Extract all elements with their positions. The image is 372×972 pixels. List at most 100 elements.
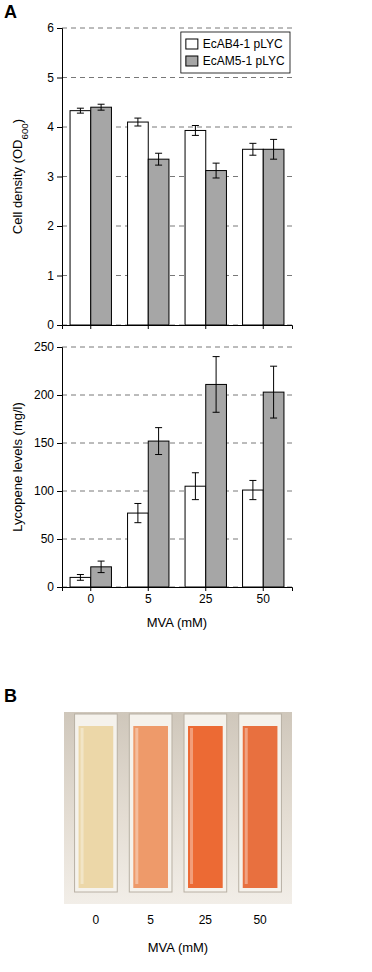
y-axis: 0123456	[47, 21, 62, 332]
axis-line	[63, 588, 293, 592]
error-cap	[213, 356, 220, 357]
tick: 0	[47, 318, 62, 332]
error-cap	[134, 118, 141, 119]
bar	[185, 130, 206, 325]
bar	[206, 384, 227, 587]
error-bar	[155, 153, 162, 165]
error-cap	[77, 113, 84, 114]
tick-mark	[57, 325, 62, 326]
error-cap	[213, 163, 220, 164]
error-cap	[98, 110, 105, 111]
y-axis-title: Lycopene levels (mg/l)	[10, 402, 25, 532]
tick-label: 0	[87, 592, 94, 606]
legend-label: EcAB4-1 pLYC	[203, 37, 283, 51]
tick-mark	[57, 276, 62, 277]
error-cap	[155, 454, 162, 455]
tick-label: 50	[41, 532, 55, 546]
tick-label: 150	[34, 436, 54, 450]
marks	[70, 357, 284, 587]
tick-mark	[57, 177, 62, 178]
cuvette-glass	[129, 714, 172, 892]
figure: 0123456Cell density (OD600)EcAB4-1 pLYCE…	[0, 0, 372, 972]
legend-frame	[181, 32, 290, 73]
legend: EcAB4-1 pLYCEcAM5-1 pLYC	[181, 32, 290, 73]
grid-line	[62, 443, 292, 444]
panel-letter: A	[4, 2, 17, 22]
tick-label: 4	[47, 120, 54, 134]
error-stem	[216, 357, 217, 413]
tick: 100	[34, 484, 62, 498]
tick-mark	[57, 539, 62, 540]
error-stem	[137, 503, 138, 522]
tick-mark	[205, 325, 206, 329]
error-bar	[249, 143, 256, 155]
grid-line	[62, 77, 292, 78]
error-cap	[98, 561, 105, 562]
tick-mark	[263, 325, 264, 329]
error-cap	[192, 125, 199, 126]
tick-mark	[205, 587, 206, 591]
error-bar	[77, 575, 84, 581]
error-cap	[192, 499, 199, 500]
y-axis: 050100150200250	[34, 340, 63, 594]
tick-label: 50	[257, 592, 271, 606]
bar	[128, 513, 149, 587]
error-stem	[80, 108, 81, 113]
photo-label: 50	[253, 913, 267, 927]
bar	[148, 159, 169, 325]
tick-label: 6	[47, 21, 54, 35]
cuvette-glass	[239, 714, 282, 892]
tick: 25	[199, 587, 213, 606]
error-cap	[249, 480, 256, 481]
cuvette-liquid	[188, 726, 223, 888]
tick: 3	[47, 170, 62, 184]
tick-mark	[57, 78, 62, 79]
error-stem	[80, 575, 81, 581]
error-stem	[252, 143, 253, 155]
bar	[185, 486, 206, 587]
tick: 0	[47, 580, 62, 594]
error-cap	[270, 418, 277, 419]
x-axis	[63, 325, 293, 329]
photo	[64, 712, 292, 904]
tick-mark	[57, 395, 62, 396]
tick-mark	[57, 226, 62, 227]
error-bar	[213, 357, 220, 413]
error-cap	[249, 155, 256, 156]
legend-swatch	[186, 39, 198, 49]
tick: 50	[257, 587, 271, 606]
grid	[62, 28, 292, 325]
error-cap	[249, 143, 256, 144]
tick-label: 25	[199, 592, 213, 606]
error-stem	[273, 366, 274, 418]
tick-label: 250	[34, 340, 54, 354]
axis-line	[63, 326, 293, 330]
error-stem	[101, 561, 102, 573]
error-bar	[98, 561, 105, 573]
tick: 5	[47, 71, 62, 85]
legend-swatch	[186, 56, 198, 66]
tick: 4	[47, 120, 62, 134]
grid	[62, 347, 292, 587]
error-stem	[101, 104, 102, 110]
bar	[243, 149, 264, 325]
tick	[205, 325, 206, 329]
bar	[263, 149, 284, 325]
error-cap	[98, 572, 105, 573]
error-bar	[270, 139, 277, 159]
cuvette-glass	[184, 714, 227, 892]
photo-label: 0	[93, 913, 100, 927]
error-stem	[158, 428, 159, 455]
tick: 0	[87, 587, 94, 606]
bar	[91, 107, 112, 325]
series	[70, 108, 263, 325]
error-stem	[252, 480, 253, 499]
error-cap	[270, 139, 277, 140]
bar	[206, 171, 227, 325]
error-bar	[213, 163, 220, 178]
error-cap	[249, 499, 256, 500]
error-stem	[195, 473, 196, 500]
grid-line	[62, 28, 292, 29]
cuvette-highlight	[135, 728, 138, 884]
error-bar	[192, 473, 199, 500]
